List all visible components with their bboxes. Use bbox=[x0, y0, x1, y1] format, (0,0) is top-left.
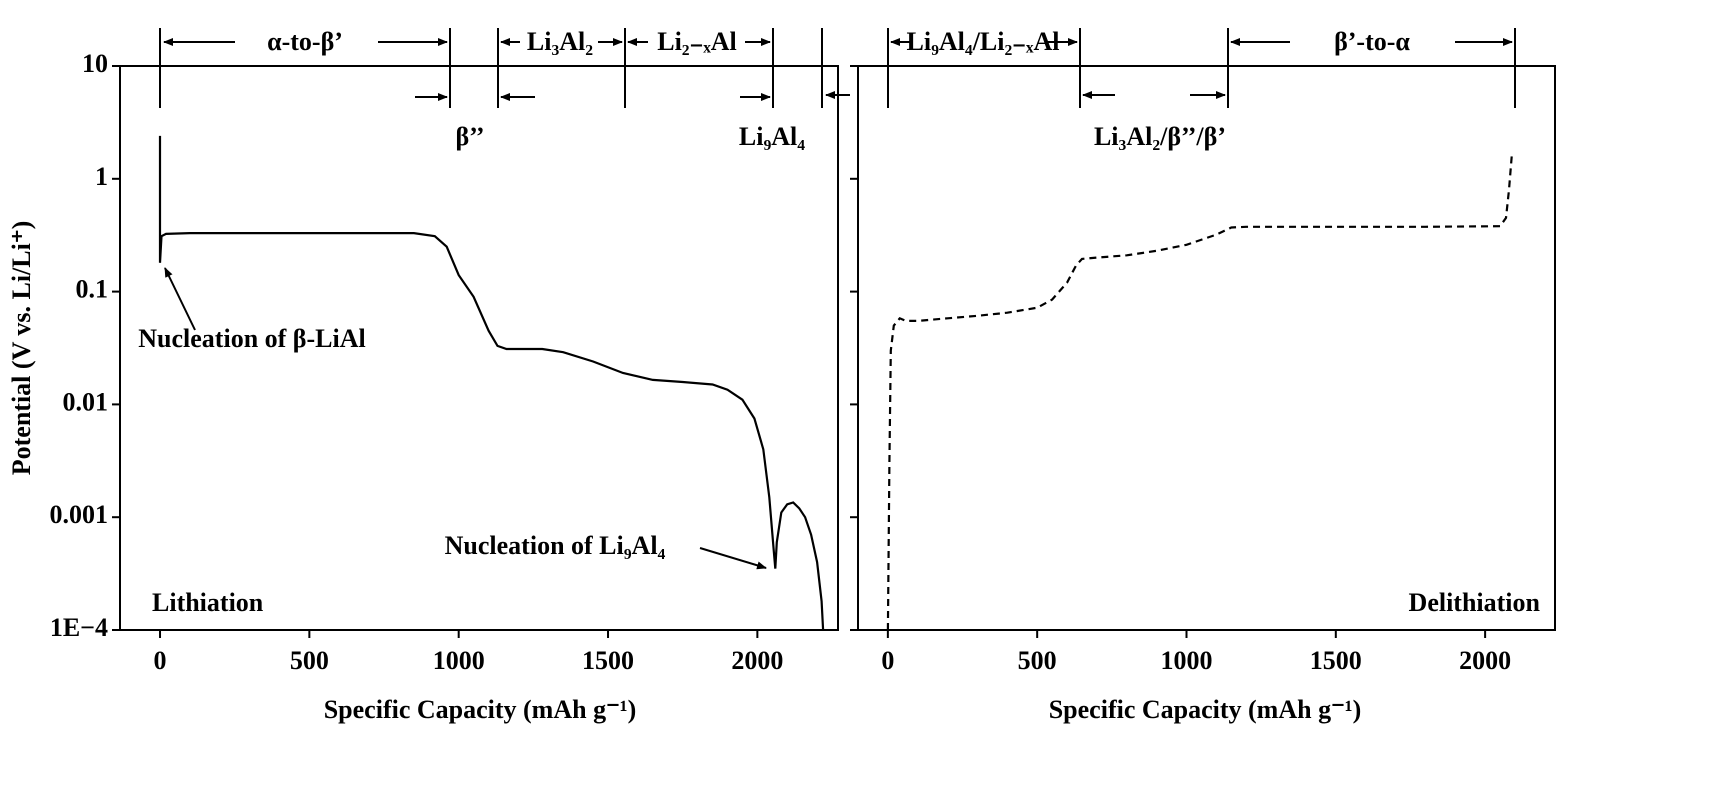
x-tick-label: 500 bbox=[1018, 646, 1057, 675]
x-tick-label: 0 bbox=[154, 646, 167, 675]
x-tick-label: 1000 bbox=[433, 646, 485, 675]
y-tick-label: 0.1 bbox=[76, 275, 109, 304]
annotation: β’-to-α bbox=[1334, 27, 1410, 56]
y-tick-label: 1 bbox=[95, 162, 108, 191]
y-tick-label: 10 bbox=[82, 49, 108, 78]
annotation: Nucleation of Li₉Al₄ bbox=[445, 531, 666, 560]
annotation: Delithiation bbox=[1409, 588, 1541, 617]
data-line bbox=[886, 152, 1514, 631]
x-tick-label: 1500 bbox=[1310, 646, 1362, 675]
plot-frame bbox=[857, 65, 1556, 631]
y-tick-label: 0.001 bbox=[50, 500, 109, 529]
x-tick-label: 2000 bbox=[1459, 646, 1511, 675]
annotation: Li₉Al₄ bbox=[739, 122, 805, 151]
annotation: Li₃Al₂ bbox=[527, 27, 593, 56]
x-tick-label: 500 bbox=[290, 646, 329, 675]
annotation: β’’ bbox=[455, 122, 484, 151]
x-tick-label: 1500 bbox=[582, 646, 634, 675]
y-tick-label: 0.01 bbox=[63, 387, 109, 416]
annotation: α-to-β’ bbox=[267, 27, 343, 56]
annotation: Lithiation bbox=[152, 588, 264, 617]
x-axis-label: Specific Capacity (mAh g⁻¹) bbox=[324, 695, 637, 724]
x-axis-label: Specific Capacity (mAh g⁻¹) bbox=[1049, 695, 1362, 724]
data-line bbox=[158, 135, 825, 631]
y-tick-label: 1E−4 bbox=[50, 613, 108, 642]
annotation: Li₉Al₄/Li₂₋ₓAl bbox=[907, 27, 1060, 56]
annotation: Li₂₋ₓAl bbox=[657, 27, 737, 56]
plot-frame bbox=[119, 65, 839, 631]
annotation: Nucleation of β-LiAl bbox=[138, 324, 365, 353]
annotation: Li₃Al₂/β’’/β’ bbox=[1094, 122, 1226, 151]
x-tick-label: 0 bbox=[881, 646, 894, 675]
x-tick-label: 1000 bbox=[1160, 646, 1212, 675]
y-axis-label: Potential (V vs. Li/Li⁺) bbox=[7, 221, 36, 475]
x-tick-label: 2000 bbox=[731, 646, 783, 675]
